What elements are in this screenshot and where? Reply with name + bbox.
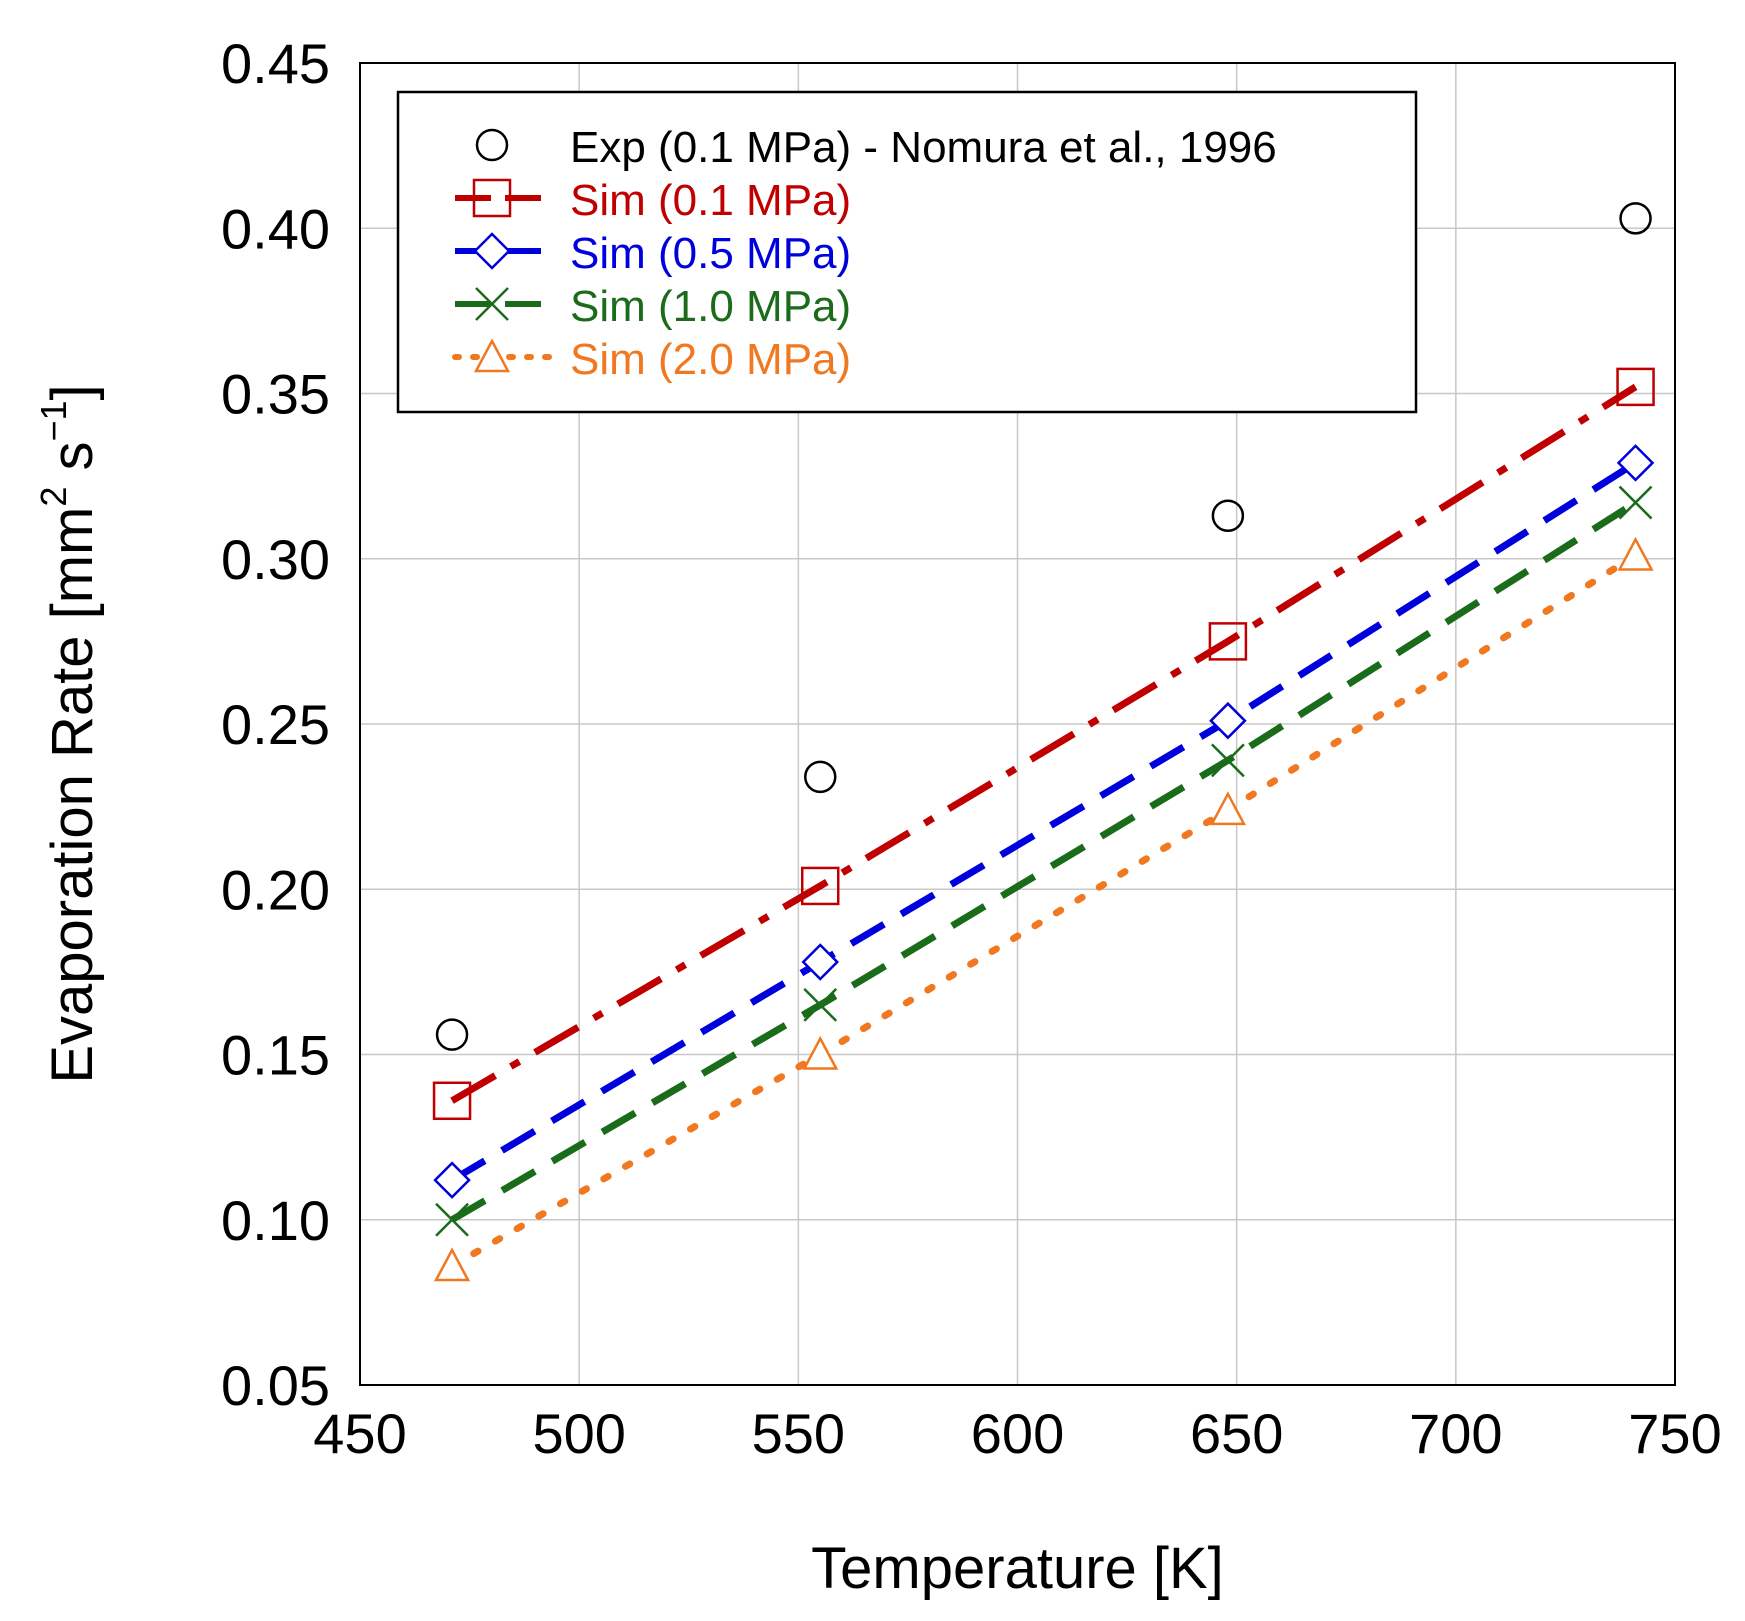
legend-item: Exp (0.1 MPa) - Nomura et al., 1996 [475,123,1277,172]
legend-marker [475,287,509,321]
y-axis-label: Evaporation Rate [mm2 s−1] [33,384,105,1083]
data-point [1211,499,1245,533]
data-point [1209,701,1247,740]
y-tick-label: 0.20 [221,858,330,921]
marker-stroke [475,287,509,321]
y-tick-label: 0.10 [221,1189,330,1252]
y-tick-label: 0.35 [221,363,330,426]
x-tick-label: 450 [313,1402,406,1465]
legend-label: Sim (0.1 MPa) [570,176,851,225]
marker-shape [473,338,511,373]
legend-item: Sim (2.0 MPa) [452,335,851,384]
marker-shape [802,1035,839,1070]
legend-label: Exp (0.1 MPa) - Nomura et al., 1996 [570,123,1277,172]
data-point [802,1035,839,1070]
legend-label: Sim (0.5 MPa) [570,229,851,278]
data-point [803,988,838,1022]
marker-stroke [435,1202,469,1237]
marker-shape [1208,622,1248,661]
marker-shape [1617,536,1654,571]
y-tick-label: 0.25 [221,693,330,756]
data-point [1618,485,1653,520]
series-2 [433,444,1655,1199]
data-point [432,1081,472,1121]
marker-shape [1211,499,1245,533]
x-axis-label: Temperature [K] [811,1536,1224,1601]
x-tick-label: 700 [1409,1402,1502,1465]
y-tick-label: 0.05 [221,1354,330,1417]
data-point [1211,743,1245,778]
legend-marker [475,128,509,162]
marker-shape [1616,444,1655,482]
series-line [450,383,1638,1104]
plot-area [359,62,1676,1386]
series-1 [432,367,1655,1121]
marker-shape [432,1081,472,1121]
legend-label: Sim (1.0 MPa) [570,282,851,331]
data-point [435,1202,469,1237]
legend-marker [472,178,512,218]
data-point [433,1247,471,1282]
marker-shape [1209,701,1247,740]
marker-shape [475,128,509,162]
y-axis-label-sup1: 2 [33,487,74,507]
marker-stroke [1211,743,1245,778]
series-line [448,551,1640,1270]
series-4 [433,536,1654,1282]
series-3 [435,485,1653,1237]
x-tick-label: 550 [752,1402,845,1465]
marker-shape [433,1161,471,1199]
legend-marker [473,232,511,270]
marker-shape [801,866,840,906]
marker-shape [1619,202,1652,235]
data-point [435,1018,469,1051]
y-axis-label-sup2: −1 [33,400,74,441]
data-point [1616,444,1655,482]
marker-shape [804,760,837,794]
y-tick-label: 0.40 [221,197,330,260]
marker-shape [433,1247,471,1282]
x-tick-label: 600 [971,1402,1064,1465]
x-tick-label: 500 [532,1402,625,1465]
x-tick-labels: 450 500 550 600 650 700 750 [313,1402,1721,1465]
y-tick-label: 0.45 [221,32,330,95]
data-point [1616,367,1655,407]
series-layer [432,202,1655,1282]
legend-item: Sim (1.0 MPa) [455,282,851,331]
series-0 [435,202,1652,1051]
marker-stroke [1618,485,1653,520]
y-tick-label: 0.15 [221,1024,330,1087]
marker-shape [801,943,840,981]
data-point [801,943,840,981]
y-axis-label-main: Evaporation Rate [mm [40,507,105,1084]
data-point [1208,622,1248,661]
y-tick-labels: 0.05 0.10 0.15 0.20 0.25 0.30 0.35 0.40 0.45 [221,32,330,1417]
y-tick-label: 0.30 [221,528,330,591]
marker-shape [435,1018,469,1051]
y-axis-label-mid: s [40,441,105,486]
legend-item: Sim (0.5 MPa) [455,229,851,278]
data-point [804,760,837,794]
series-line [450,459,1638,1184]
marker-shape [1209,791,1246,826]
data-point [1209,791,1246,826]
marker-shape [473,232,511,270]
marker-shape [472,178,512,218]
y-axis-label-end: ] [40,384,105,400]
data-point [433,1161,471,1199]
legend-label: Sim (2.0 MPa) [570,335,851,384]
x-tick-label: 650 [1190,1402,1283,1465]
data-point [1617,536,1654,571]
data-point [801,866,840,906]
marker-shape [1616,367,1655,407]
x-tick-label: 750 [1628,1402,1721,1465]
marker-stroke [803,988,838,1022]
legend-item: Sim (0.1 MPa) [455,176,851,225]
series-line [450,499,1638,1223]
data-point [1619,202,1652,235]
legend-box [396,90,1418,414]
legend-marker [473,338,511,373]
